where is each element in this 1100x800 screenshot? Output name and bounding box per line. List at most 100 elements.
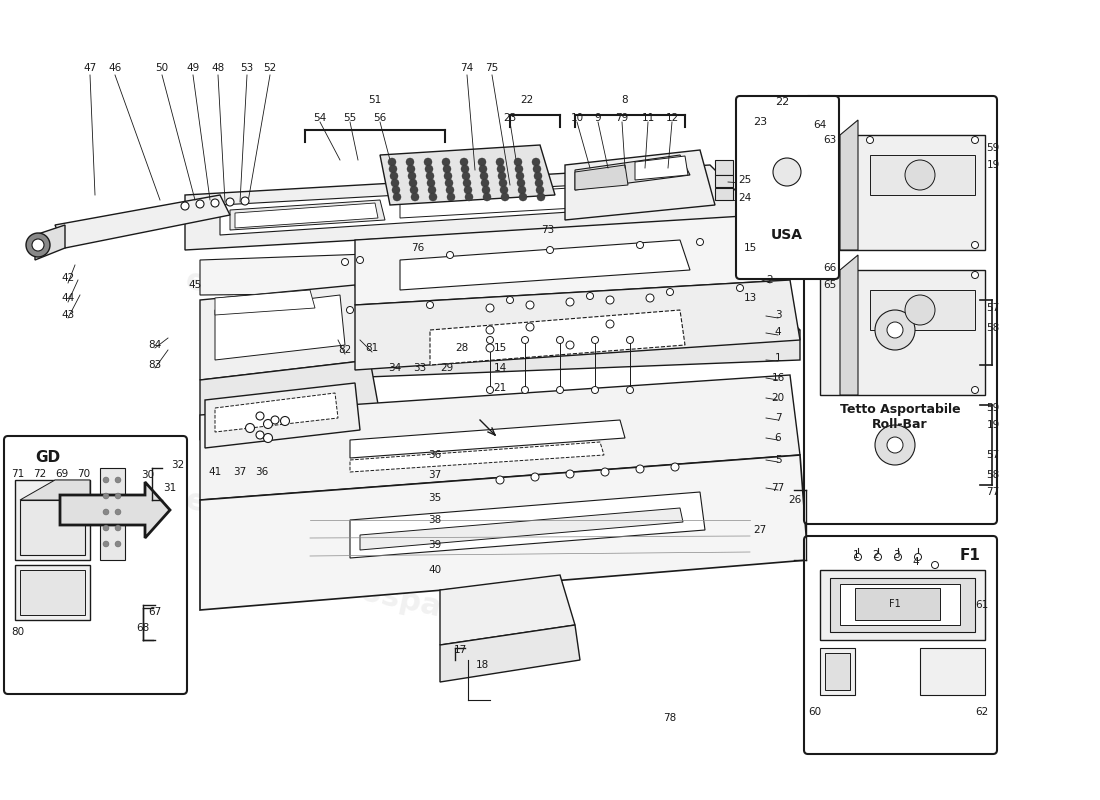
Circle shape (971, 386, 979, 394)
Circle shape (481, 179, 490, 187)
Text: 53: 53 (241, 63, 254, 73)
Circle shape (887, 322, 903, 338)
Circle shape (557, 386, 563, 394)
Circle shape (932, 562, 938, 569)
Text: eurospares: eurospares (183, 486, 377, 554)
Text: 58: 58 (987, 323, 1000, 333)
Circle shape (506, 297, 514, 303)
Circle shape (26, 233, 50, 257)
Polygon shape (290, 330, 800, 380)
Circle shape (627, 337, 634, 343)
Text: 10: 10 (571, 113, 584, 123)
Circle shape (393, 193, 402, 201)
Circle shape (486, 386, 494, 394)
Text: 40: 40 (428, 565, 441, 575)
Polygon shape (60, 482, 170, 538)
Circle shape (427, 302, 433, 309)
Text: 82: 82 (339, 345, 352, 355)
Text: 79: 79 (615, 113, 628, 123)
Circle shape (256, 431, 264, 439)
Circle shape (887, 437, 903, 453)
Polygon shape (870, 290, 975, 330)
Text: 2: 2 (767, 275, 773, 285)
Polygon shape (20, 480, 90, 500)
FancyBboxPatch shape (804, 96, 997, 524)
FancyBboxPatch shape (804, 536, 997, 754)
Text: 1: 1 (852, 550, 859, 560)
Circle shape (500, 186, 508, 194)
Text: eurospares: eurospares (302, 566, 497, 634)
Text: 41: 41 (208, 467, 221, 477)
Polygon shape (430, 310, 685, 365)
Text: 56: 56 (373, 113, 386, 123)
Circle shape (498, 172, 506, 180)
Text: 65: 65 (824, 280, 837, 290)
Text: 15: 15 (494, 343, 507, 353)
Polygon shape (440, 625, 580, 682)
Text: 38: 38 (428, 515, 441, 525)
Polygon shape (830, 578, 975, 632)
FancyBboxPatch shape (4, 436, 187, 694)
Circle shape (426, 172, 434, 180)
Circle shape (410, 186, 418, 194)
Circle shape (390, 179, 399, 187)
Polygon shape (205, 383, 360, 448)
Circle shape (773, 158, 801, 186)
Circle shape (515, 165, 522, 173)
Polygon shape (20, 500, 85, 555)
Circle shape (427, 179, 434, 187)
Circle shape (356, 257, 363, 263)
Text: eurospares: eurospares (463, 196, 657, 264)
Text: 78: 78 (663, 713, 676, 723)
Text: 4: 4 (913, 557, 920, 567)
Polygon shape (230, 200, 385, 230)
Polygon shape (575, 165, 628, 190)
FancyBboxPatch shape (736, 96, 839, 279)
Circle shape (389, 165, 397, 173)
Text: USA: USA (771, 228, 803, 242)
Polygon shape (200, 360, 380, 440)
Circle shape (521, 337, 528, 343)
Circle shape (496, 158, 504, 166)
Circle shape (444, 172, 452, 180)
Circle shape (408, 172, 416, 180)
Text: 36: 36 (428, 450, 441, 460)
Text: 23: 23 (752, 117, 767, 127)
Text: 45: 45 (188, 280, 201, 290)
Circle shape (241, 197, 249, 205)
Circle shape (486, 326, 494, 334)
Polygon shape (820, 270, 984, 395)
Circle shape (566, 470, 574, 478)
Circle shape (116, 525, 121, 531)
Polygon shape (855, 588, 940, 620)
Circle shape (464, 186, 472, 194)
Circle shape (526, 301, 534, 309)
Circle shape (519, 193, 527, 201)
Circle shape (462, 172, 470, 180)
Circle shape (264, 419, 273, 429)
Circle shape (425, 165, 433, 173)
Circle shape (521, 386, 528, 394)
Text: 34: 34 (388, 363, 401, 373)
Text: 5: 5 (774, 455, 781, 465)
Text: 72: 72 (33, 469, 46, 479)
Text: 37: 37 (233, 467, 246, 477)
Polygon shape (400, 240, 690, 290)
Text: 24: 24 (738, 193, 751, 203)
Text: 19: 19 (987, 160, 1000, 170)
Text: 57: 57 (987, 450, 1000, 460)
Circle shape (518, 186, 526, 194)
Circle shape (196, 200, 204, 208)
Circle shape (116, 541, 121, 547)
Circle shape (461, 165, 469, 173)
Circle shape (497, 165, 505, 173)
Circle shape (606, 320, 614, 328)
Circle shape (103, 541, 109, 547)
Circle shape (482, 186, 490, 194)
Polygon shape (400, 188, 575, 218)
Polygon shape (920, 648, 984, 695)
Text: 43: 43 (62, 310, 75, 320)
Polygon shape (200, 285, 370, 380)
Circle shape (637, 242, 644, 249)
Circle shape (483, 193, 491, 201)
